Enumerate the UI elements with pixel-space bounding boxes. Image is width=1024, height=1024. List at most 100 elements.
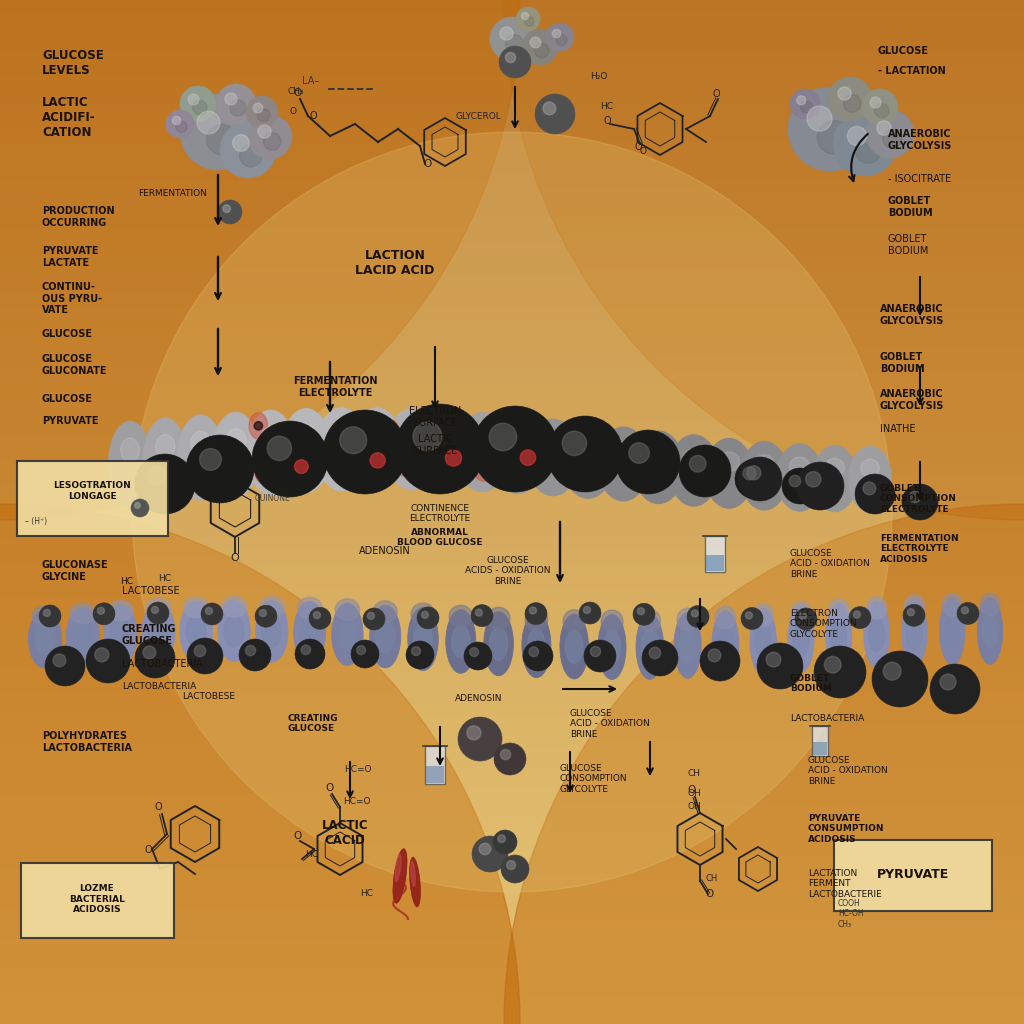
Circle shape [479,464,488,473]
Circle shape [295,639,325,669]
Ellipse shape [679,629,696,663]
Ellipse shape [221,596,247,617]
Circle shape [362,608,385,630]
Text: LA–: LA– [302,76,319,86]
Ellipse shape [717,627,733,660]
Circle shape [206,607,212,614]
Ellipse shape [639,609,660,632]
Circle shape [246,96,278,128]
Circle shape [230,100,246,116]
Text: HC: HC [600,102,613,111]
Ellipse shape [812,445,857,512]
Ellipse shape [104,604,137,664]
Ellipse shape [260,426,282,450]
Circle shape [501,750,511,760]
Ellipse shape [121,438,139,462]
Text: LACTIC
CACID: LACTIC CACID [322,819,369,847]
Text: LESOGTRATION
LONGAGE: LESOGTRATION LONGAGE [53,481,131,501]
Ellipse shape [335,599,359,621]
Circle shape [252,421,328,497]
Circle shape [530,37,541,48]
Circle shape [940,674,956,690]
Circle shape [902,484,938,520]
Circle shape [370,453,385,468]
Ellipse shape [669,435,719,506]
Ellipse shape [394,451,414,476]
Circle shape [464,642,492,670]
Circle shape [824,656,841,673]
Text: ELECTRON
SURFACE: ELECTRON SURFACE [409,406,461,428]
Text: GLUCONASE
GLYCINE: GLUCONASE GLYCINE [42,560,109,582]
Ellipse shape [825,459,845,477]
Circle shape [522,29,558,65]
Ellipse shape [450,605,472,627]
Circle shape [267,436,292,461]
Circle shape [176,121,187,132]
FancyBboxPatch shape [834,840,991,910]
Text: GLUCOSE
ACID - OXIDATION
BRINE: GLUCOSE ACID - OXIDATION BRINE [790,549,869,579]
Circle shape [552,30,561,38]
Text: FERMENTATION: FERMENTATION [138,189,207,198]
Text: GOBLET
BODIUM: GOBLET BODIUM [888,196,933,218]
Ellipse shape [332,431,351,457]
Circle shape [254,422,262,430]
Ellipse shape [338,618,357,650]
Circle shape [186,435,254,503]
Circle shape [180,94,256,170]
Circle shape [525,602,547,625]
Ellipse shape [577,437,599,459]
Ellipse shape [145,598,171,618]
Circle shape [395,404,485,494]
Ellipse shape [408,607,438,671]
Ellipse shape [906,615,923,649]
Circle shape [240,468,248,476]
Circle shape [467,726,481,740]
Circle shape [556,34,567,45]
Circle shape [521,12,528,19]
Circle shape [523,641,553,671]
Ellipse shape [826,603,852,670]
Circle shape [218,200,242,224]
Circle shape [475,609,482,616]
Text: O: O [423,159,431,169]
Circle shape [616,430,680,494]
Text: GOBLET
CONSOMPTION
ELECTROLYTE: GOBLET CONSOMPTION ELECTROLYTE [880,484,956,514]
Ellipse shape [849,446,892,512]
Bar [813,741,827,755]
Circle shape [301,645,310,654]
Circle shape [584,640,616,672]
Text: LACTIC
ACIDIFI-
CATION: LACTIC ACIDIFI- CATION [42,96,95,139]
Ellipse shape [677,608,698,631]
Circle shape [225,93,237,105]
Circle shape [472,836,508,872]
Circle shape [838,87,851,100]
Text: CH: CH [705,874,717,883]
Ellipse shape [109,421,152,507]
Ellipse shape [565,630,583,664]
Circle shape [135,638,175,678]
Text: ANAEROBIC
GLYCOLYSIS: ANAEROBIC GLYCOLYSIS [888,129,952,151]
Text: GLUCOSE
ACID - OXIDATION
BRINE: GLUCOSE ACID - OXIDATION BRINE [808,756,888,785]
Text: O: O [712,89,720,99]
Ellipse shape [683,449,705,469]
Circle shape [494,743,526,775]
Circle shape [806,472,821,487]
Ellipse shape [225,429,246,453]
Ellipse shape [249,413,267,439]
Circle shape [479,843,490,855]
Text: HC: HC [360,889,373,898]
Ellipse shape [868,617,885,651]
Text: POLYHYDRATES
LACTOBACTERIA: POLYHYDRATES LACTOBACTERIA [42,731,132,753]
Circle shape [855,137,881,163]
Circle shape [489,423,517,451]
Circle shape [930,664,980,714]
Ellipse shape [787,606,814,672]
Circle shape [708,649,721,662]
Ellipse shape [830,620,847,653]
Circle shape [907,608,914,615]
Circle shape [877,121,891,135]
Ellipse shape [489,628,508,660]
Circle shape [691,610,698,617]
Circle shape [180,86,216,122]
Text: HC=O: HC=O [344,765,372,774]
